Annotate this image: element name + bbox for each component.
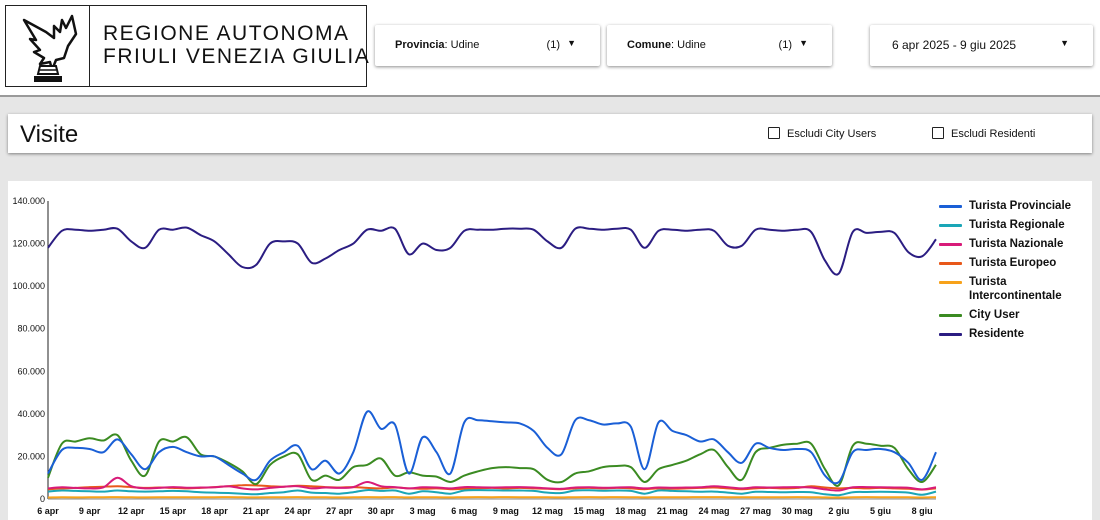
chart-legend: Turista Provinciale Turista Regionale Turi… <box>939 199 1089 346</box>
x-tick-label: 6 mag <box>451 506 477 516</box>
legend-swatch <box>939 281 962 284</box>
x-tick-label: 15 apr <box>160 506 187 516</box>
caret-down-icon: ▼ <box>799 38 808 48</box>
x-tick-label: 24 mag <box>698 506 729 516</box>
y-tick-label: 60.000 <box>17 366 45 376</box>
legend-swatch <box>939 262 962 265</box>
x-tick-label: 3 mag <box>410 506 436 516</box>
x-tick-label: 24 apr <box>284 506 311 516</box>
eagle-emblem-icon <box>6 6 90 86</box>
x-tick-label: 21 apr <box>243 506 270 516</box>
y-tick-label: 80.000 <box>17 324 45 334</box>
region-logo[interactable]: REGIONE AUTONOMA FRIULI VENEZIA GIULIA <box>5 5 370 87</box>
visits-chart: 0 20.000 40.000 60.000 80.000 100.000 120.000 1… <box>8 181 1092 520</box>
y-tick-label: 40.000 <box>17 409 45 419</box>
legend-label: Turista Intercontinentale <box>969 276 1062 302</box>
checkbox-icon[interactable] <box>768 127 780 139</box>
filter-value: Udine <box>450 39 480 51</box>
x-tick-label: 5 giu <box>870 506 891 516</box>
x-tick-label: 27 apr <box>326 506 353 516</box>
checkbox-label: Escludi City Users <box>787 128 877 140</box>
series-line-turista-provinciale[interactable] <box>47 410 937 485</box>
legend-swatch <box>939 205 962 208</box>
legend-item[interactable]: Turista Provinciale <box>939 199 1089 213</box>
x-tick-label: 6 apr <box>37 506 59 516</box>
legend-label: Residente <box>969 328 1024 340</box>
y-tick-label: 20.000 <box>17 451 45 461</box>
x-tick-label: 12 apr <box>118 506 145 516</box>
provincia-filter[interactable]: Provincia: Udine (1) ▼ <box>375 25 600 66</box>
series-line-city-user[interactable] <box>47 433 937 487</box>
x-tick-label: 2 giu <box>828 506 849 516</box>
y-tick-label: 0 <box>40 494 45 504</box>
x-tick-label: 18 apr <box>201 506 228 516</box>
legend-label: Turista Nazionale <box>969 238 1064 250</box>
exclude-city-users-checkbox[interactable]: Escludi City Users <box>768 127 876 140</box>
legend-item[interactable]: Turista Regionale <box>939 218 1089 232</box>
x-tick-label: 30 apr <box>368 506 395 516</box>
section-title-bar: Visite Escludi City Users Escludi Reside… <box>8 114 1092 153</box>
x-axis: 6 apr 9 apr 12 apr 15 apr 18 apr 21 apr 24 apr… <box>37 498 936 516</box>
x-tick-label: 15 mag <box>574 506 605 516</box>
filter-name: Comune <box>627 39 671 51</box>
line-chart: 0 20.000 40.000 60.000 80.000 100.000 120.000 1… <box>12 196 937 516</box>
legend-item[interactable]: Turista Intercontinentale <box>939 275 1089 303</box>
x-tick-label: 9 mag <box>493 506 519 516</box>
filter-value: Udine <box>677 39 706 51</box>
y-tick-label: 140.000 <box>12 196 45 206</box>
series-line-turista-nazionale[interactable] <box>47 476 937 492</box>
date-range-picker[interactable]: 6 apr 2025 - 9 giu 2025 ▼ <box>870 25 1093 66</box>
legend-swatch <box>939 333 962 336</box>
checkbox-label: Escludi Residenti <box>951 128 1036 140</box>
x-tick-label: 30 mag <box>782 506 813 516</box>
page-title: Visite <box>20 121 79 148</box>
x-tick-label: 8 giu <box>912 506 933 516</box>
legend-item[interactable]: Turista Europeo <box>939 256 1089 270</box>
legend-swatch <box>939 243 962 246</box>
x-tick-label: 12 mag <box>532 506 563 516</box>
logo-wordmark: REGIONE AUTONOMA FRIULI VENEZIA GIULIA <box>103 22 370 68</box>
y-tick-label: 100.000 <box>12 281 45 291</box>
date-range-label: 6 apr 2025 - 9 giu 2025 <box>892 38 1017 52</box>
caret-down-icon: ▼ <box>1060 38 1069 48</box>
filter-count: (1) <box>546 39 560 51</box>
legend-item[interactable]: Turista Nazionale <box>939 237 1089 251</box>
filter-count: (1) <box>778 39 792 51</box>
exclude-residents-checkbox[interactable]: Escludi Residenti <box>932 127 1035 140</box>
legend-swatch <box>939 314 962 317</box>
x-tick-label: 27 mag <box>740 506 771 516</box>
x-tick-label: 18 mag <box>615 506 646 516</box>
series-lines <box>47 226 937 499</box>
legend-label: Turista Europeo <box>969 257 1057 269</box>
filter-name: Provincia <box>395 39 445 51</box>
y-axis: 0 20.000 40.000 60.000 80.000 100.000 120.000 1… <box>12 196 49 504</box>
x-tick-label: 9 apr <box>79 506 101 516</box>
legend-label: Turista Provinciale <box>969 200 1072 212</box>
legend-item[interactable]: Residente <box>939 327 1089 341</box>
legend-item[interactable]: City User <box>939 308 1089 322</box>
x-tick-label: 21 mag <box>657 506 688 516</box>
comune-filter[interactable]: Comune: Udine (1) ▼ <box>607 25 832 66</box>
logo-line-1: REGIONE AUTONOMA <box>103 22 350 45</box>
y-tick-label: 120.000 <box>12 239 45 249</box>
checkbox-icon[interactable] <box>932 127 944 139</box>
logo-line-2: FRIULI VENEZIA GIULIA <box>103 45 371 68</box>
legend-label: City User <box>969 309 1020 321</box>
series-line-turista-regionale[interactable] <box>47 489 937 497</box>
app-header: REGIONE AUTONOMA FRIULI VENEZIA GIULIA P… <box>0 0 1100 97</box>
caret-down-icon: ▼ <box>567 38 576 48</box>
legend-swatch <box>939 224 962 227</box>
series-line-residente[interactable] <box>47 226 937 276</box>
legend-label: Turista Regionale <box>969 219 1065 231</box>
